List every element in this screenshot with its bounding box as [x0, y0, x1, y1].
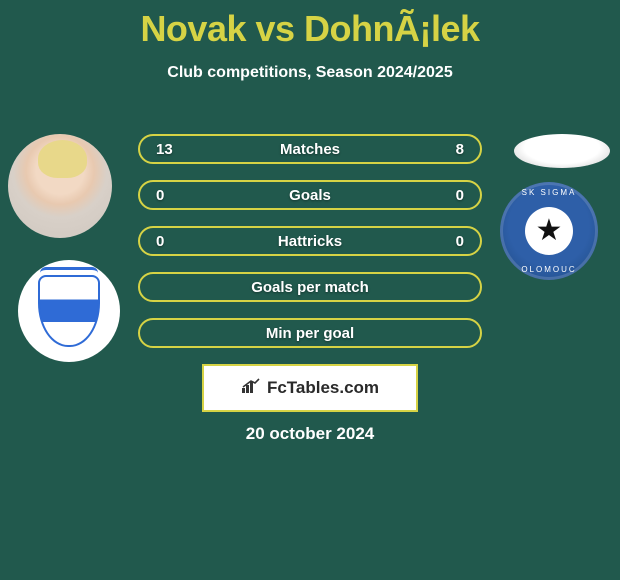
brand-label: FcTables.com: [267, 378, 379, 398]
stat-value-right: 0: [456, 187, 464, 204]
stat-value-left: 13: [156, 141, 173, 158]
club-right-inner-circle: ★: [525, 207, 573, 255]
stat-row-goals: 0 Goals 0: [138, 180, 482, 210]
comparison-area: SK SIGMA OLOMOUC ★ 13 Matches 8 0 Goals …: [0, 124, 620, 444]
stat-label: Min per goal: [140, 325, 480, 342]
page-title: Novak vs DohnÃ¡lek: [0, 0, 620, 50]
club-right-text-top: SK SIGMA: [500, 188, 598, 197]
club-right-text-bottom: OLOMOUC: [500, 265, 598, 274]
stat-row-hattricks: 0 Hattricks 0: [138, 226, 482, 256]
star-icon: ★: [536, 216, 563, 246]
stat-label: Hattricks: [140, 233, 480, 250]
subtitle: Club competitions, Season 2024/2025: [0, 64, 620, 82]
brand-box[interactable]: FcTables.com: [202, 364, 418, 412]
stat-value-right: 8: [456, 141, 464, 158]
player-right-avatar: [514, 134, 610, 168]
stat-row-matches: 13 Matches 8: [138, 134, 482, 164]
stat-row-min-per-goal: Min per goal: [138, 318, 482, 348]
stat-value-left: 0: [156, 233, 164, 250]
stats-table: 13 Matches 8 0 Goals 0 0 Hattricks 0 Goa…: [138, 134, 482, 364]
chart-icon: [241, 378, 261, 399]
date-label: 20 october 2024: [0, 424, 620, 444]
stat-label: Goals: [140, 187, 480, 204]
club-right-badge: SK SIGMA OLOMOUC ★: [500, 182, 598, 280]
club-left-shield-icon: [38, 275, 100, 347]
stat-value-left: 0: [156, 187, 164, 204]
stat-label: Matches: [140, 141, 480, 158]
stat-value-right: 0: [456, 233, 464, 250]
club-left-badge: [18, 260, 120, 362]
player-left-avatar: [8, 134, 112, 238]
stat-row-goals-per-match: Goals per match: [138, 272, 482, 302]
stat-label: Goals per match: [140, 279, 480, 296]
